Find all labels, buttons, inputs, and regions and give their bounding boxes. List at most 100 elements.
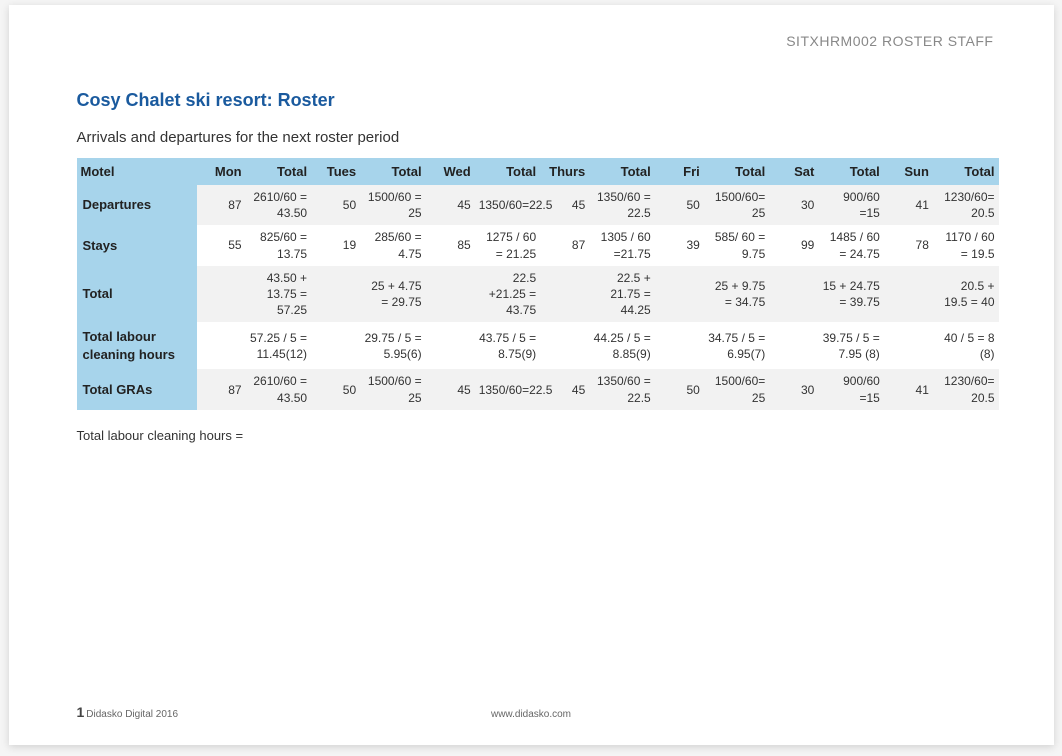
cell	[769, 322, 818, 369]
cell: 30	[769, 185, 818, 225]
cell	[197, 322, 246, 369]
cell: 34.75 / 5 = 6.95(7)	[704, 322, 769, 369]
cell: 1350/60 = 22.5	[589, 185, 654, 225]
cell: 900/60 =15	[818, 369, 883, 409]
unit-code: SITXHRM002 ROSTER STAFF	[786, 33, 993, 49]
col-sat-total: Total	[818, 158, 883, 185]
cell: 44.25 / 5 = 8.85(9)	[589, 322, 654, 369]
cell	[540, 266, 589, 323]
row-label-departures: Departures	[77, 185, 197, 225]
cell: 19	[311, 225, 360, 265]
cell: 25 + 9.75 = 34.75	[704, 266, 769, 323]
cell: 1275 / 60 = 21.25	[475, 225, 540, 265]
cell	[311, 322, 360, 369]
document-page: SITXHRM002 ROSTER STAFF Cosy Chalet ski …	[9, 5, 1054, 745]
cell: 1500/60 = 25	[360, 185, 425, 225]
table-body: Departures 87 2610/60 = 43.50 50 1500/60…	[77, 185, 999, 410]
col-thurs-total: Total	[589, 158, 654, 185]
cell: 1500/60= 25	[704, 369, 769, 409]
col-sun-total: Total	[933, 158, 999, 185]
cell: 22.5 + 21.75 = 44.25	[589, 266, 654, 323]
cell: 40 / 5 = 8 (8)	[933, 322, 999, 369]
cell: 85	[426, 225, 475, 265]
cell: 25 + 4.75 = 29.75	[360, 266, 425, 323]
footer-center: www.didasko.com	[77, 709, 986, 720]
table-row: Total GRAs 87 2610/60 = 43.50 50 1500/60…	[77, 369, 999, 409]
cell	[884, 322, 933, 369]
cell: 1500/60 = 25	[360, 369, 425, 409]
content-area: Cosy Chalet ski resort: Roster Arrivals …	[77, 90, 999, 443]
cell	[540, 322, 589, 369]
cell: 87	[197, 185, 246, 225]
cell: 50	[655, 369, 704, 409]
cell: 20.5 + 19.5 = 40	[933, 266, 999, 323]
cell: 1230/60= 20.5	[933, 369, 999, 409]
cell: 1350/60=22.5	[475, 369, 540, 409]
cell: 41	[884, 369, 933, 409]
row-label-stays: Stays	[77, 225, 197, 265]
col-mon-total: Total	[246, 158, 311, 185]
table-row: Total labour cleaning hours 57.25 / 5 = …	[77, 322, 999, 369]
cell: 87	[540, 225, 589, 265]
cell	[769, 266, 818, 323]
page-footer: 1 Didasko Digital 2016 www.didasko.com	[77, 704, 986, 720]
row-label-gras: Total GRAs	[77, 369, 197, 409]
cell: 825/60 = 13.75	[246, 225, 311, 265]
cell: 87	[197, 369, 246, 409]
col-sun: Sun	[884, 158, 933, 185]
cell: 285/60 = 4.75	[360, 225, 425, 265]
cell: 2610/60 = 43.50	[246, 369, 311, 409]
cell: 99	[769, 225, 818, 265]
cell: 1485 / 60 = 24.75	[818, 225, 883, 265]
cell	[197, 266, 246, 323]
cell: 1350/60 = 22.5	[589, 369, 654, 409]
table-row: Total 43.50 + 13.75 = 57.25 25 + 4.75 = …	[77, 266, 999, 323]
website-text: www.didasko.com	[491, 709, 571, 720]
cell: 900/60 =15	[818, 185, 883, 225]
cell: 1230/60= 20.5	[933, 185, 999, 225]
cell: 50	[311, 185, 360, 225]
cell: 2610/60 = 43.50	[246, 185, 311, 225]
cell: 585/ 60 = 9.75	[704, 225, 769, 265]
cell: 30	[769, 369, 818, 409]
total-labour-line: Total labour cleaning hours =	[77, 428, 999, 443]
cell: 1305 / 60 =21.75	[589, 225, 654, 265]
cell: 1170 / 60 = 19.5	[933, 225, 999, 265]
table-header-row: Motel Mon Total Tues Total Wed Total Thu…	[77, 158, 999, 185]
cell	[655, 266, 704, 323]
cell: 43.75 / 5 = 8.75(9)	[475, 322, 540, 369]
cell: 78	[884, 225, 933, 265]
col-fri-total: Total	[704, 158, 769, 185]
col-tues-total: Total	[360, 158, 425, 185]
page-subtitle: Arrivals and departures for the next ros…	[77, 129, 999, 146]
cell: 22.5 +21.25 = 43.75	[475, 266, 540, 323]
col-motel: Motel	[77, 158, 197, 185]
cell: 29.75 / 5 = 5.95(6)	[360, 322, 425, 369]
cell: 50	[311, 369, 360, 409]
table-row: Departures 87 2610/60 = 43.50 50 1500/60…	[77, 185, 999, 225]
col-mon: Mon	[197, 158, 246, 185]
cell	[884, 266, 933, 323]
row-label-labour-hours: Total labour cleaning hours	[77, 322, 197, 369]
cell: 55	[197, 225, 246, 265]
roster-table: Motel Mon Total Tues Total Wed Total Thu…	[77, 158, 999, 410]
cell: 39.75 / 5 = 7.95 (8)	[818, 322, 883, 369]
row-label-total: Total	[77, 266, 197, 323]
cell: 45	[426, 369, 475, 409]
col-fri: Fri	[655, 158, 704, 185]
cell: 15 + 24.75 = 39.75	[818, 266, 883, 323]
cell: 1350/60=22.5	[475, 185, 540, 225]
table-row: Stays 55 825/60 = 13.75 19 285/60 = 4.75…	[77, 225, 999, 265]
cell: 41	[884, 185, 933, 225]
cell: 1500/60= 25	[704, 185, 769, 225]
cell: 45	[426, 185, 475, 225]
cell	[655, 322, 704, 369]
cell: 57.25 / 5 = 11.45(12)	[246, 322, 311, 369]
col-tues: Tues	[311, 158, 360, 185]
col-wed-total: Total	[475, 158, 540, 185]
cell: 39	[655, 225, 704, 265]
page-title: Cosy Chalet ski resort: Roster	[77, 90, 999, 111]
cell: 43.50 + 13.75 = 57.25	[246, 266, 311, 323]
col-thurs: Thurs	[540, 158, 589, 185]
cell: 50	[655, 185, 704, 225]
